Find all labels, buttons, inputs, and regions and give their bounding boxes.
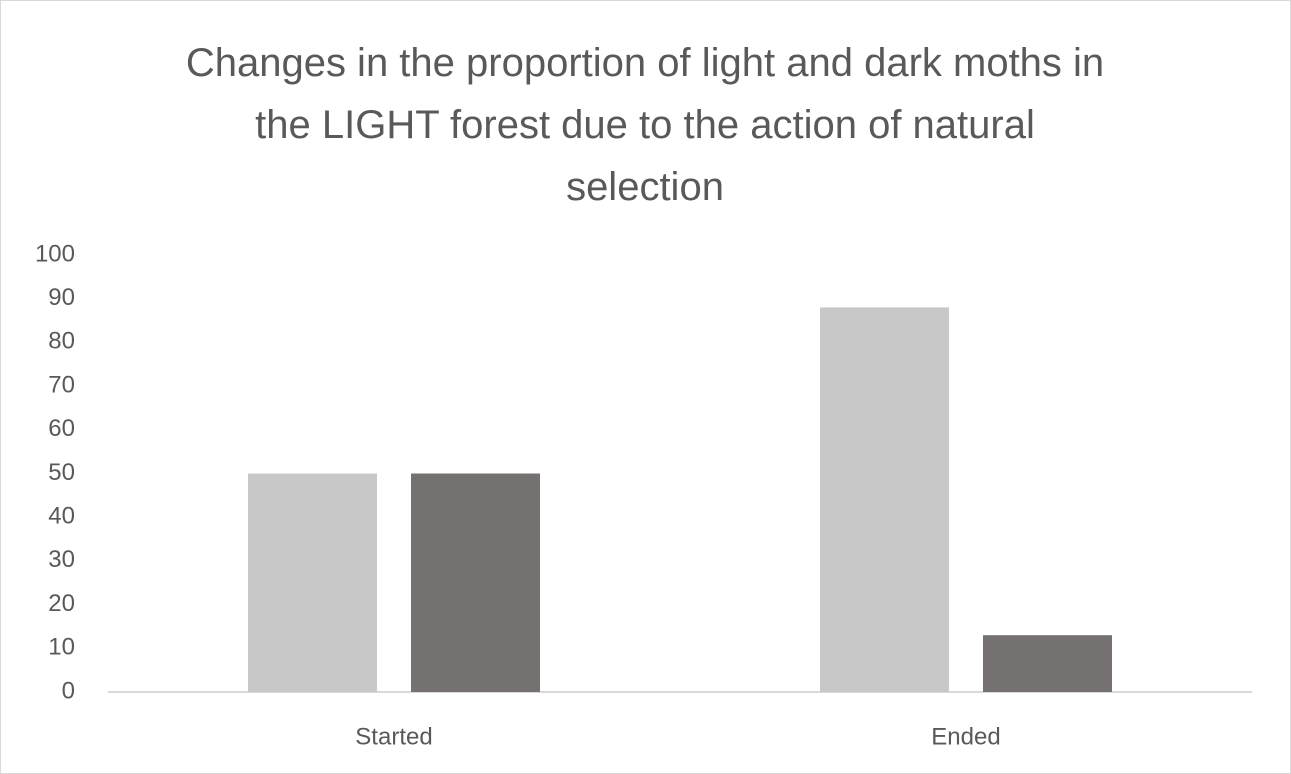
y-tick-label: 60 [48, 415, 75, 442]
y-tick-label: 30 [48, 546, 75, 573]
bar [248, 473, 377, 692]
y-tick-label: 0 [62, 677, 75, 704]
y-tick-label: 90 [48, 284, 75, 311]
x-tick-label: Started [355, 723, 432, 750]
y-tick-label: 20 [48, 590, 75, 617]
y-tick-label: 50 [48, 459, 75, 486]
y-tick-label: 10 [48, 634, 75, 661]
y-tick-label: 80 [48, 328, 75, 355]
chart-title: Changes in the proportion of light and d… [185, 41, 1105, 209]
bar [983, 635, 1112, 692]
y-tick-label: 100 [35, 240, 75, 267]
bar [820, 307, 949, 692]
y-tick-label: 40 [48, 503, 75, 530]
bar [411, 473, 540, 692]
y-tick-label: 70 [48, 371, 75, 398]
x-tick-label: Ended [931, 723, 1000, 750]
